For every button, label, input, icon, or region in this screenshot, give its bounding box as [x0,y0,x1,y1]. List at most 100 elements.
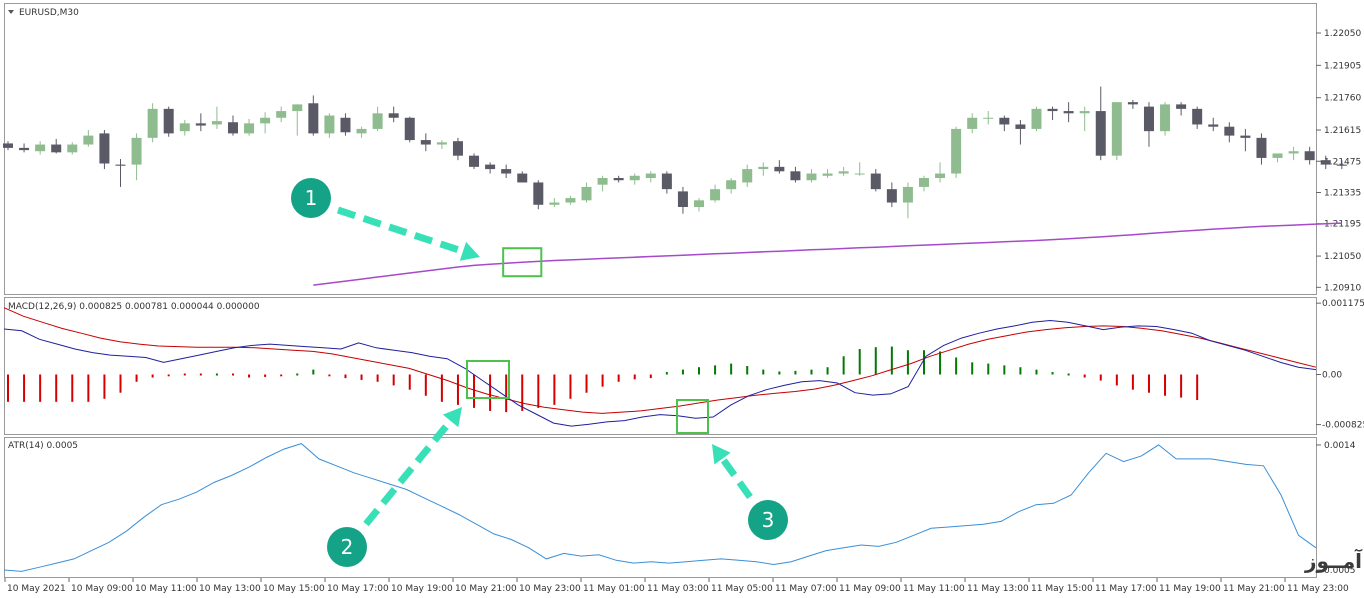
macd-panel-frame [4,297,1317,435]
candle [388,106,399,123]
candle-body [99,133,110,164]
time-tick-label: 10 May 19:00 [391,584,453,594]
candle [501,164,512,178]
candle [1095,86,1106,161]
candle-body [661,173,672,190]
time-tick-label: 10 May 15:00 [263,584,325,594]
macd-cross-down-box [466,360,510,399]
candle-body [227,122,238,134]
candle [356,126,367,138]
candle-body [694,200,705,207]
candle [549,198,560,207]
time-tick-label: 11 May 23:00 [1287,584,1349,594]
macd-highlight-boxes [466,360,709,434]
macd-panel: MACD(12,26,9) 0.000825 0.000781 0.000044… [3,297,1364,435]
candle [645,171,656,183]
macd-tick-label: 0.00 [1322,371,1342,381]
candle-body [1192,108,1203,125]
candle-body [951,128,962,174]
candle [1304,146,1315,165]
candle-body [131,137,142,165]
candle-body [790,171,801,181]
atr-axis: 0.0014 0.0005 [1316,441,1356,576]
candle-body [19,147,30,151]
time-tick-label: 11 May 01:00 [583,584,645,594]
candle [822,169,833,178]
candle-body [501,169,512,174]
candle-body [1160,104,1171,132]
candle-body [533,182,544,205]
callouts: 1 2 3 [291,178,788,567]
candle [1143,102,1154,147]
candle-body [999,117,1010,125]
candle-body [565,198,576,203]
callout-badge [748,500,788,540]
callout-1: 1 [291,178,480,261]
callout-arrow-shaft [336,206,465,255]
candle [565,195,576,205]
callout-arrow-head [442,407,462,428]
candle [870,169,881,192]
candle-body [211,121,222,125]
candle-body [886,189,897,203]
candle-body [1176,104,1187,109]
macd-hist-bar [296,373,299,376]
candle-body [436,142,447,145]
candle [340,113,351,136]
price-tick-label: 1.21050 [1324,252,1361,262]
macd-panel-title: MACD(12,26,9) 0.000825 0.000781 0.000044… [8,302,260,312]
candle [19,143,30,153]
candle [195,113,206,132]
candle [774,160,785,174]
candle [677,186,688,214]
ma-line [313,222,1342,286]
candle-body [902,186,913,203]
candle [838,166,849,176]
candle-body [935,173,946,178]
candle-body [1288,151,1299,154]
ma-highlight-rect [502,247,543,278]
time-tick-label: 10 May 23:00 [519,584,581,594]
candle-body [967,117,978,129]
candle-body [452,141,463,156]
candle [211,106,222,129]
candle [1031,106,1042,132]
candle-body [1015,124,1026,129]
candle [613,175,624,183]
candle [517,171,528,183]
candle [276,106,287,123]
macd-lines [3,307,1317,427]
ma-highlight-box [502,247,543,278]
candle-body [356,128,367,134]
candle-body [1095,111,1106,156]
macd-histogram [7,346,1199,413]
candle [1047,106,1058,120]
candle [1127,99,1138,109]
price-tick-label: 1.21760 [1324,94,1361,104]
macd-hist-bar [215,373,218,376]
time-tick-label: 10 May 11:00 [135,584,197,594]
candle [1208,117,1219,132]
candle-body [758,166,769,170]
time-tick-label: 10 May 2021 [7,584,66,594]
candle [597,175,608,192]
candle-body [147,108,158,138]
candle-body [581,186,592,201]
candle [420,133,431,152]
candle-body [260,117,271,124]
candle-body [51,144,62,153]
candle-body [1320,160,1331,165]
candle [99,130,110,170]
candle [935,162,946,183]
candle [1176,102,1187,116]
candle [244,118,255,136]
atr-line [3,443,1317,572]
candle [372,106,383,132]
candle-body [549,202,560,205]
candle [902,182,913,219]
callout-arrow-head [459,241,480,261]
macd-hist-bar [1067,373,1070,376]
symbol-dropdown-icon[interactable] [8,10,14,14]
candle [790,166,801,183]
candle [1079,106,1090,132]
